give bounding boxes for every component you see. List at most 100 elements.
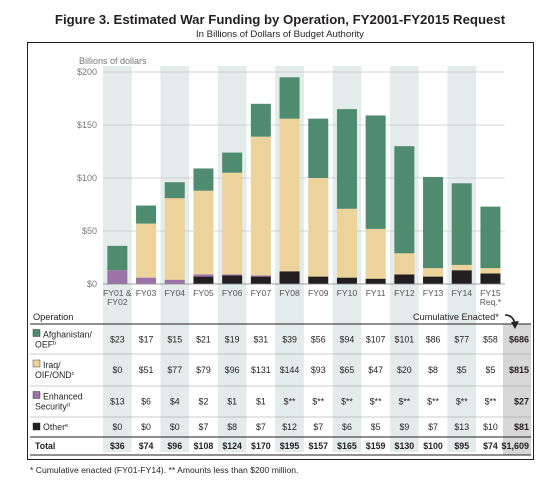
bar-afghanistan <box>365 115 386 229</box>
table-cell: $5 <box>371 422 381 432</box>
bar-iraq <box>308 178 329 277</box>
bar-enhanced <box>164 279 185 284</box>
cumulative-column-shade <box>503 324 531 455</box>
x-tick-label: FY01 & <box>103 288 132 298</box>
table-cell: $19 <box>225 335 240 345</box>
x-tick-label: FY07 <box>251 288 272 298</box>
table-cell: $2 <box>199 397 209 407</box>
table-cell: $65 <box>340 365 355 375</box>
table-cell: $79 <box>196 365 211 375</box>
bar-afghanistan <box>308 118 329 178</box>
x-tick-label: FY03 <box>136 288 157 298</box>
row-label: Othere <box>43 422 68 432</box>
table-cell: $47 <box>368 365 383 375</box>
x-tick-label: FY14 <box>451 288 472 298</box>
row-label: Total <box>35 441 55 451</box>
table-cell: $0 <box>141 422 151 432</box>
bar-enhanced <box>222 274 243 276</box>
table-cumulative-cell: $686 <box>509 335 529 345</box>
bar-other <box>308 276 329 284</box>
table-cell: $** <box>398 397 410 407</box>
footnote-marker: b <box>53 341 56 347</box>
table-cell: $101 <box>395 335 415 345</box>
bar-iraq <box>164 198 185 280</box>
bar-iraq <box>222 172 243 275</box>
table-cell: $12 <box>282 422 297 432</box>
table-cell: $144 <box>280 365 300 375</box>
table-cell: $23 <box>110 335 125 345</box>
bar-iraq <box>423 268 444 277</box>
table-cell: $95 <box>454 441 469 451</box>
bar-other <box>423 276 444 284</box>
bar-other <box>250 276 271 284</box>
x-tick-label: FY08 <box>279 288 300 298</box>
chart-subtitle: In Billions of Dollars of Budget Authori… <box>196 29 364 40</box>
table-cumulative-cell: $27 <box>514 397 529 407</box>
table-cell: $** <box>485 397 497 407</box>
bar-afghanistan <box>222 152 243 173</box>
bar-other <box>451 270 472 284</box>
bar-iraq <box>279 118 300 272</box>
table-cell: $56 <box>311 335 326 345</box>
table-cell: $** <box>456 397 468 407</box>
table-cell: $13 <box>110 397 125 407</box>
table-cell: $7 <box>428 422 438 432</box>
bar-enhanced <box>193 274 214 277</box>
table-cell: $6 <box>141 397 151 407</box>
bar-afghanistan <box>394 146 415 254</box>
table-cell: $1 <box>256 397 266 407</box>
table-cell: $107 <box>366 335 386 345</box>
chart-title: Figure 3. Estimated War Funding by Opera… <box>54 12 506 27</box>
bar-afghanistan <box>451 183 472 265</box>
table-cell: $74 <box>483 441 498 451</box>
footnote-marker: d <box>67 403 70 409</box>
table-cell: $96 <box>167 441 182 451</box>
table-cell: $6 <box>342 422 352 432</box>
bar-enhanced <box>107 270 128 284</box>
table-cell: $0 <box>112 365 122 375</box>
table-cell: $0 <box>170 422 180 432</box>
bar-iraq <box>394 253 415 275</box>
footnote-marker: e <box>65 423 68 429</box>
table-cell: $195 <box>280 441 300 451</box>
table-cell: $17 <box>139 335 154 345</box>
bar-other <box>394 274 415 284</box>
footnote-marker: c <box>72 371 75 377</box>
table-cell: $131 <box>251 365 271 375</box>
table-cell: $4 <box>170 397 180 407</box>
y-tick-label: $0 <box>87 279 97 289</box>
table-cell: $8 <box>428 365 438 375</box>
x-tick-label: FY10 <box>337 288 358 298</box>
table-cell: $159 <box>366 441 386 451</box>
table-cell: $7 <box>313 422 323 432</box>
table-cell: $** <box>341 397 353 407</box>
bar-iraq <box>365 228 386 279</box>
x-tick-label: FY05 <box>193 288 214 298</box>
bar-iraq <box>193 190 214 275</box>
row-label: Afghanistan/ <box>43 330 92 340</box>
cumulative-arrowhead <box>511 321 519 329</box>
bar-afghanistan <box>336 109 357 209</box>
bar-afghanistan <box>193 168 214 191</box>
legend-swatch-3 <box>32 422 41 431</box>
table-cell: $7 <box>256 422 266 432</box>
bar-iraq <box>451 264 472 271</box>
table-cell: $124 <box>222 441 242 451</box>
table-cell: $94 <box>340 335 355 345</box>
bar-afghanistan <box>107 245 128 271</box>
table-cell: $157 <box>308 441 328 451</box>
table-cell: $20 <box>397 365 412 375</box>
x-tick-label: FY15 <box>480 288 501 298</box>
table-cell: $39 <box>282 335 297 345</box>
table-cell: $13 <box>454 422 469 432</box>
y-tick-label: $150 <box>77 120 97 130</box>
bar-other <box>193 276 214 284</box>
chart-frame <box>27 42 534 460</box>
table-cell: $1 <box>227 397 237 407</box>
table-cell: $165 <box>337 441 357 451</box>
table-cell: $108 <box>194 441 214 451</box>
table-cell: $93 <box>311 365 326 375</box>
row-label-line2: OEFb <box>35 340 56 350</box>
table-cell: $7 <box>199 422 209 432</box>
